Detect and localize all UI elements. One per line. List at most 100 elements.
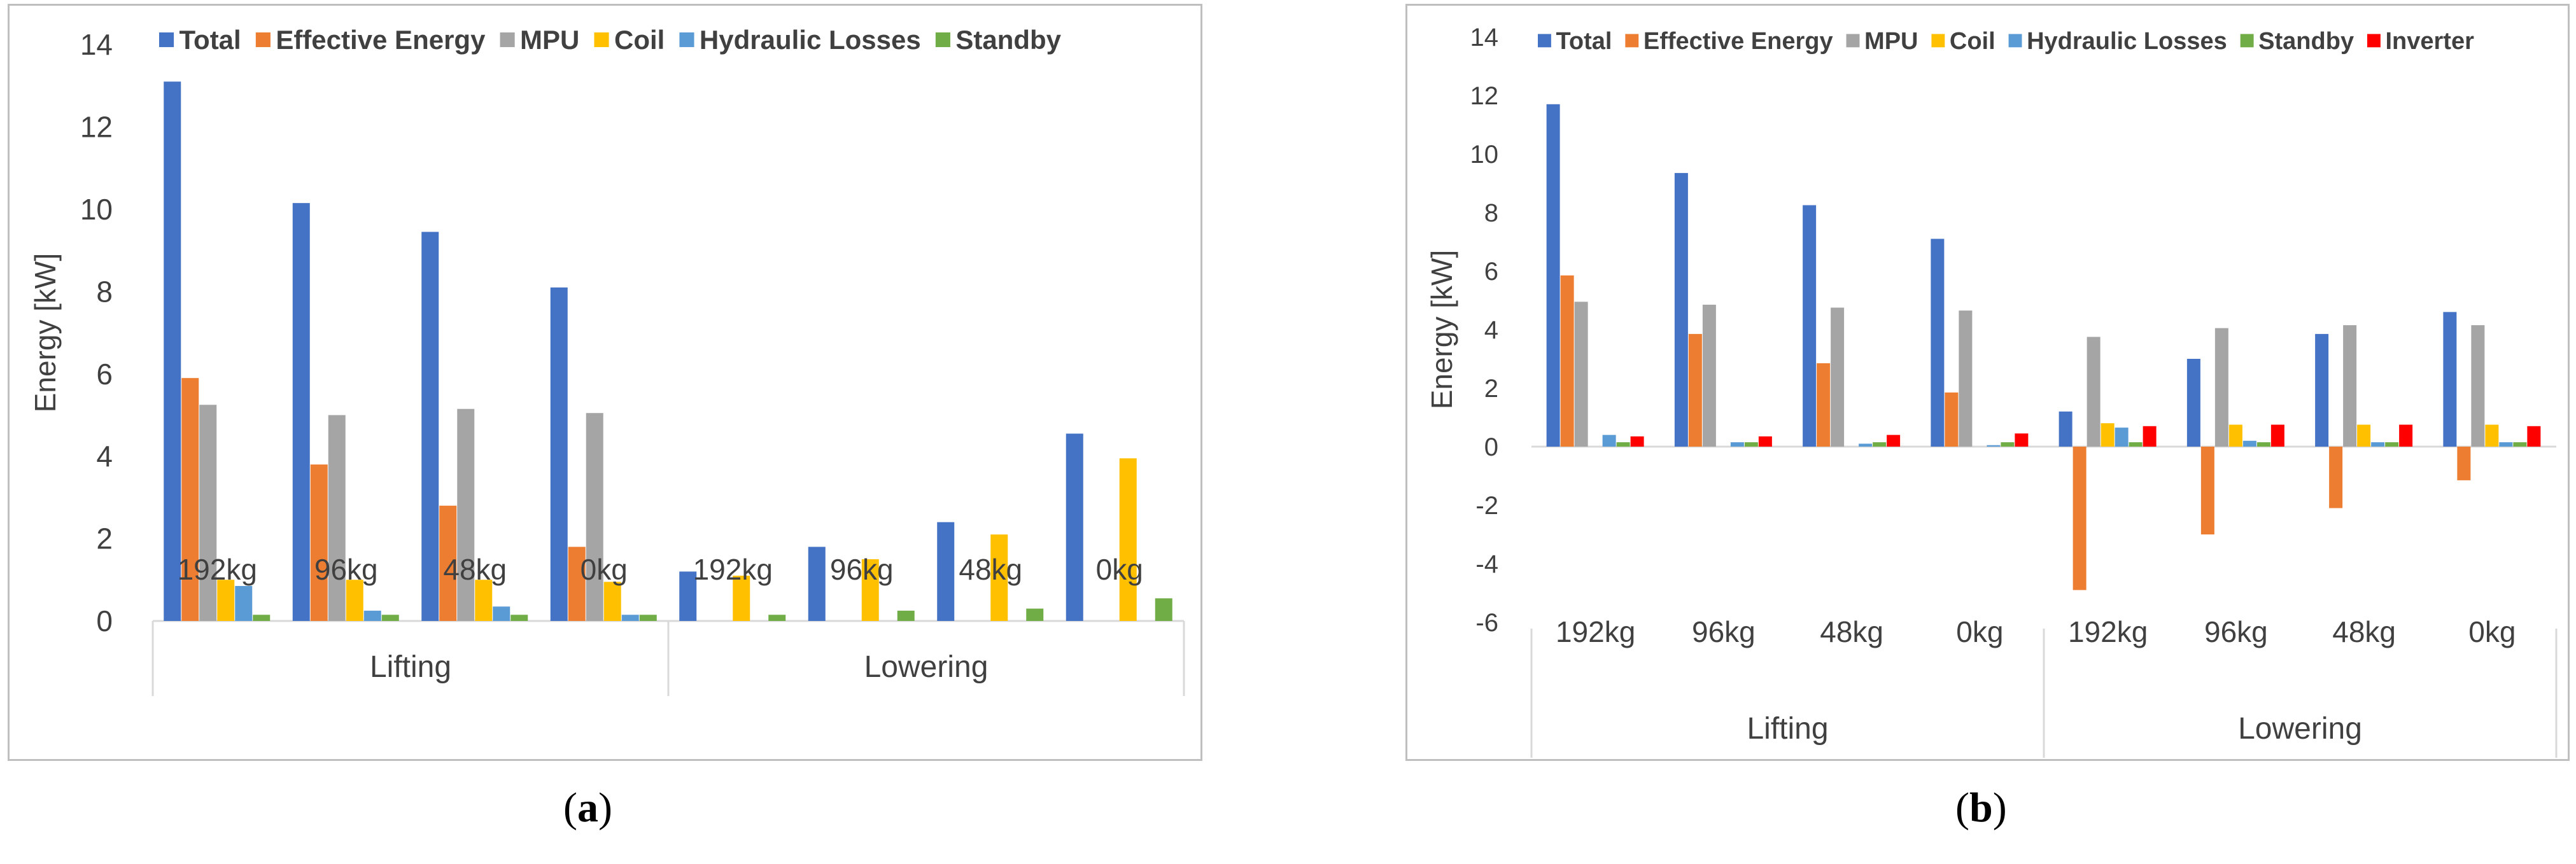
bar-hydraulic-losses-2 bbox=[1859, 443, 1873, 447]
bar-inverter-4 bbox=[2143, 426, 2157, 447]
legend-item-effective-energy: Effective Energy bbox=[255, 25, 486, 55]
legend-swatch bbox=[2367, 34, 2381, 48]
bar-effective-energy-3 bbox=[1945, 392, 1959, 447]
legend-item-standby: Standby bbox=[2240, 28, 2354, 55]
legend-swatch bbox=[1931, 34, 1945, 48]
bar-inverter-1 bbox=[1758, 436, 1772, 447]
legend-swatch bbox=[594, 32, 609, 48]
x-group-labels: Lifting Lowering bbox=[151, 621, 1185, 696]
legend-label: Hydraulic Losses bbox=[2027, 28, 2227, 55]
y-tick-label: -2 bbox=[1475, 492, 1498, 520]
bar-total-1 bbox=[292, 203, 310, 621]
chart-panel-b: Total Effective Energy MPU Coil Hydraulic Lo… bbox=[1405, 4, 2570, 761]
bar-standby-2 bbox=[510, 615, 528, 621]
bar-standby-7 bbox=[1155, 598, 1172, 621]
caption-b-letter: b bbox=[1969, 784, 1993, 831]
bar-effective-energy-0 bbox=[1560, 275, 1574, 447]
bar-hydraulic-losses-2 bbox=[493, 606, 510, 621]
chart-panel-a: Total Effective Energy MPU Coil Hydraulic Lo… bbox=[8, 4, 1202, 761]
bar-hydraulic-losses-5 bbox=[2242, 440, 2256, 447]
bar-coil-0 bbox=[217, 580, 235, 621]
legend-item-hydraulic-losses: Hydraulic Losses bbox=[679, 25, 921, 55]
x-category-labels: 192kg 96kg 48kg 0kg 192kg 96kg 48kg 0kg bbox=[1556, 615, 2516, 648]
x-category-label: 192kg bbox=[1556, 615, 1635, 648]
bar-effective-energy-2 bbox=[1817, 363, 1831, 447]
bar-standby-5 bbox=[2256, 442, 2270, 447]
bar-hydraulic-losses-3 bbox=[621, 615, 639, 621]
legend-label: Standby bbox=[955, 25, 1061, 55]
bar-hydraulic-losses-0 bbox=[235, 585, 253, 621]
bar-hydraulic-losses-6 bbox=[2371, 442, 2385, 447]
bar-standby-0 bbox=[253, 615, 271, 621]
legend-swatch bbox=[500, 32, 515, 48]
legend-label: Hydraulic Losses bbox=[700, 25, 921, 55]
bar-standby-7 bbox=[2513, 442, 2527, 447]
bar-mpu-5 bbox=[2214, 328, 2228, 447]
bar-effective-energy-3 bbox=[568, 547, 586, 621]
bars bbox=[164, 81, 1172, 622]
bar-coil-1 bbox=[346, 580, 363, 621]
x-category-label: 48kg bbox=[2332, 615, 2396, 648]
y-axis-ticks: -6 -4 -2 0 2 4 6 8 10 12 14 bbox=[1470, 24, 1499, 637]
x-category-label: 0kg bbox=[581, 553, 628, 586]
x-category-label: 192kg bbox=[178, 553, 257, 586]
x-category-label: 48kg bbox=[959, 553, 1022, 586]
bar-total-6 bbox=[937, 522, 955, 621]
x-category-labels: 192kg 96kg 48kg 0kg 192kg 96kg 48kg 0kg bbox=[178, 553, 1143, 586]
bar-standby-3 bbox=[2001, 442, 2015, 447]
bar-mpu-2 bbox=[1831, 307, 1845, 447]
bars bbox=[1546, 104, 2541, 590]
bar-coil-7 bbox=[1119, 458, 1137, 621]
x-category-label: 0kg bbox=[1096, 553, 1143, 586]
legend-label: MPU bbox=[520, 25, 579, 55]
legend-item-standby: Standby bbox=[935, 25, 1062, 55]
legend-label: Coil bbox=[1950, 28, 1995, 55]
legend-item-total: Total bbox=[1538, 28, 1612, 55]
bar-hydraulic-losses-4 bbox=[2115, 428, 2129, 447]
y-tick-label: 2 bbox=[1484, 375, 1498, 403]
bar-total-0 bbox=[164, 81, 181, 621]
bar-standby-4 bbox=[768, 615, 786, 621]
x-group-labels: Lifting Lowering bbox=[1530, 629, 2558, 758]
bar-mpu-1 bbox=[328, 415, 346, 621]
y-tick-label: 4 bbox=[96, 440, 113, 473]
y-tick-label: 0 bbox=[96, 604, 113, 638]
legend-label: Standby bbox=[2258, 28, 2354, 55]
bar-coil-5 bbox=[2228, 424, 2242, 447]
bar-mpu-6 bbox=[2343, 325, 2357, 447]
bar-total-5 bbox=[2186, 359, 2200, 447]
y-tick-label: 12 bbox=[80, 111, 113, 144]
bar-total-4 bbox=[679, 571, 697, 621]
bar-inverter-2 bbox=[1887, 435, 1901, 447]
legend-label: Effective Energy bbox=[1643, 28, 1833, 55]
bar-standby-5 bbox=[897, 610, 915, 621]
bar-effective-energy-0 bbox=[181, 378, 199, 621]
chart-b: Total Effective Energy MPU Coil Hydraulic Lo… bbox=[1425, 24, 2558, 758]
legend-item-mpu: MPU bbox=[1846, 28, 1918, 55]
y-tick-label: 6 bbox=[96, 358, 113, 391]
legend-label: Total bbox=[1556, 28, 1612, 55]
x-category-label: 0kg bbox=[2468, 615, 2516, 648]
bar-coil-6 bbox=[2357, 424, 2371, 447]
bar-inverter-7 bbox=[2527, 426, 2541, 447]
bar-mpu-7 bbox=[2471, 325, 2485, 447]
bar-coil-4 bbox=[2101, 423, 2115, 447]
bar-standby-2 bbox=[1873, 442, 1887, 447]
bar-total-6 bbox=[2315, 333, 2329, 447]
legend-swatch bbox=[1625, 34, 1639, 48]
legend-item-coil: Coil bbox=[1931, 28, 1995, 55]
legend-label: Effective Energy bbox=[276, 25, 486, 55]
bar-coil-2 bbox=[475, 580, 493, 621]
legend-label: MPU bbox=[1864, 28, 1918, 55]
y-tick-label: 12 bbox=[1470, 82, 1499, 110]
caption-b: (b) bbox=[1955, 784, 2007, 831]
bar-hydraulic-losses-1 bbox=[363, 610, 381, 621]
bar-effective-energy-7 bbox=[2457, 447, 2471, 480]
bar-standby-1 bbox=[1744, 442, 1758, 447]
bar-effective-energy-4 bbox=[2073, 447, 2087, 590]
bar-effective-energy-2 bbox=[439, 505, 457, 621]
bar-mpu-2 bbox=[457, 408, 475, 621]
y-tick-label: 14 bbox=[1470, 24, 1499, 52]
bar-coil-7 bbox=[2485, 424, 2499, 447]
y-tick-label: -6 bbox=[1475, 609, 1498, 637]
